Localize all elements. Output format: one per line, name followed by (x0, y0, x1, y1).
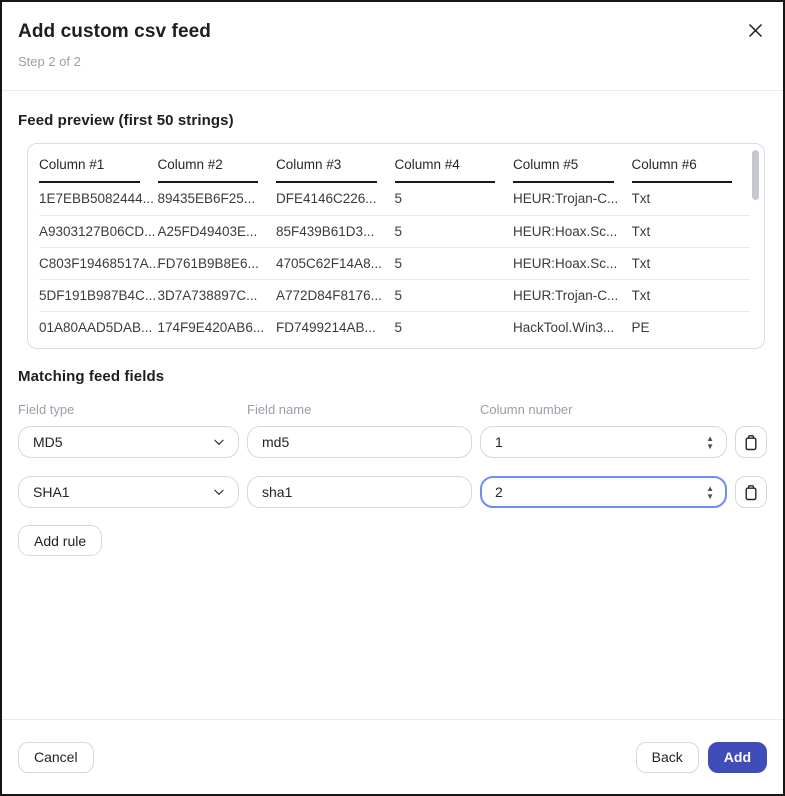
step-indicator: Step 2 of 2 (18, 54, 81, 69)
table-cell: HEUR:Trojan-C... (513, 191, 619, 206)
table-cell: A772D84F8176... (276, 279, 395, 311)
table-cell: 3D7A738897C... (157, 279, 276, 311)
field-labels-row: Field type Field name Column number (18, 402, 767, 417)
matching-heading: Matching feed fields (18, 368, 165, 385)
table-cell: HEUR:Hoax.Sc... (513, 215, 632, 247)
rule-row: SHA1 2 ▲▼ (18, 476, 767, 508)
table-cell: 1E7EBB5082444... (39, 191, 154, 206)
table-scrollbar-thumb[interactable] (752, 150, 759, 200)
table-cell: 5 (394, 247, 513, 279)
table-row: 1E7EBB5082444... 89435EB6F25... DFE4146C22… (28, 183, 764, 215)
table-header-cell: Column #6 (631, 144, 751, 183)
field-name-label: Field name (247, 402, 312, 417)
table-cell: 4705C62F14A8... (276, 247, 395, 279)
header-underline (39, 181, 140, 183)
trash-icon (743, 484, 759, 501)
table-header-cell: Column #1 (39, 144, 158, 183)
table-header-cell: Column #4 (394, 144, 514, 183)
feed-preview-heading: Feed preview (first 50 strings) (18, 112, 234, 129)
table-header-cell: Column #3 (276, 144, 395, 183)
table-cell: 85F439B61D3... (276, 215, 395, 247)
chevron-down-icon (212, 435, 226, 449)
column-header-label: Column #4 (394, 157, 460, 172)
column-header-label: Column #6 (631, 157, 697, 172)
column-number-input-1[interactable]: 2 ▲ ▼ (480, 476, 727, 508)
table-row: A9303127B06CD... A25FD49403E... 85F439B61D… (28, 215, 764, 247)
footer-right-group: Back Add (635, 741, 767, 773)
table-header-cell: Column #2 (157, 144, 277, 183)
table-cell: C803F19468517A... (39, 247, 158, 279)
feed-preview-table: Column #1 Column #2 Column #3 Column #4 … (27, 143, 765, 349)
delete-rule-button-1[interactable] (735, 476, 767, 508)
table-cell: FD761B9B8E6... (157, 247, 276, 279)
table-header-row: Column #1 Column #2 Column #3 Column #4 … (28, 144, 764, 183)
table-cell: 01A80AAD5DAB... (39, 311, 158, 343)
table-cell: DFE4146C226... (276, 191, 377, 206)
table-cell: Txt (631, 279, 750, 311)
cancel-button[interactable]: Cancel (18, 741, 94, 773)
chevron-down-icon (212, 485, 226, 499)
close-icon (748, 23, 763, 38)
matching-feed-fields-section: Matching feed fields Field type Field na… (2, 349, 783, 556)
back-button[interactable]: Back (635, 741, 699, 773)
table-cell: PE (631, 311, 750, 343)
header-underline (157, 181, 258, 183)
header-underline (276, 181, 377, 183)
field-name-input-1[interactable] (247, 476, 472, 508)
trash-icon (743, 434, 759, 451)
close-button[interactable] (744, 19, 766, 41)
dialog-title: Add custom csv feed (18, 21, 212, 42)
header-underline (394, 181, 495, 183)
table-row: 5DF191B987B4C... 3D7A738897C... A772D84F81… (28, 279, 764, 311)
field-name-input-0[interactable] (247, 426, 472, 458)
column-number-label: Column number (480, 402, 573, 417)
table-row: 01A80AAD5DAB... 174F9E420AB6... FD7499214A… (28, 311, 764, 343)
table-cell: A9303127B06CD... (39, 215, 158, 247)
table-cell: FD7499214AB... (276, 311, 395, 343)
column-number-value: 2 (495, 484, 503, 500)
table-cell: HEUR:Trojan-C... (513, 279, 632, 311)
table-body: 1E7EBB5082444... 89435EB6F25... DFE4146C22… (28, 183, 764, 343)
table-cell: Txt (631, 191, 651, 206)
field-type-select-1[interactable]: SHA1 (18, 476, 239, 508)
add-rule-button[interactable]: Add rule (18, 525, 103, 556)
table-header-cell: Column #5 (513, 144, 632, 183)
column-header-label: Column #2 (157, 157, 223, 172)
column-header-label: Column #1 (39, 157, 105, 172)
number-stepper-icon[interactable]: ▲ ▼ (706, 433, 714, 451)
table-cell: Txt (631, 215, 750, 247)
number-stepper-icon[interactable]: ▲ ▼ (706, 483, 714, 501)
table-cell: 5 (394, 215, 513, 247)
table-cell: A25FD49403E... (157, 215, 276, 247)
table-cell: 89435EB6F25... (157, 191, 256, 206)
table-cell: 5 (394, 191, 403, 206)
table-cell: HEUR:Hoax.Sc... (513, 247, 632, 279)
table-cell: HackTool.Win3... (513, 311, 632, 343)
dialog-footer: Cancel Back Add (2, 719, 783, 794)
field-type-label: Field type (18, 402, 75, 417)
feed-preview-section: Feed preview (first 50 strings) Column #… (2, 91, 783, 349)
table-row: C803F19468517A... FD761B9B8E6... 4705C62F1… (28, 247, 764, 279)
dialog-header: Add custom csv feed Step 2 of 2 (2, 2, 783, 69)
header-divider (2, 90, 783, 91)
delete-rule-button-0[interactable] (735, 426, 767, 458)
field-type-value: MD5 (33, 434, 63, 450)
column-number-input-0[interactable]: 1 ▲ ▼ (480, 426, 727, 458)
column-number-value: 1 (495, 434, 503, 450)
table-cell: Txt (631, 247, 750, 279)
field-type-select-0[interactable]: MD5 (18, 426, 239, 458)
field-type-value: SHA1 (33, 484, 70, 500)
rule-row: MD5 1 ▲▼ (18, 426, 767, 458)
table-cell: 5 (394, 279, 513, 311)
column-header-label: Column #3 (276, 157, 342, 172)
table-cell: 5DF191B987B4C... (39, 279, 158, 311)
table-cell: 5 (394, 311, 513, 343)
header-underline (631, 181, 732, 183)
header-underline (513, 181, 614, 183)
table-cell: 174F9E420AB6... (157, 311, 276, 343)
column-header-label: Column #5 (513, 157, 579, 172)
add-button[interactable]: Add (707, 741, 767, 773)
